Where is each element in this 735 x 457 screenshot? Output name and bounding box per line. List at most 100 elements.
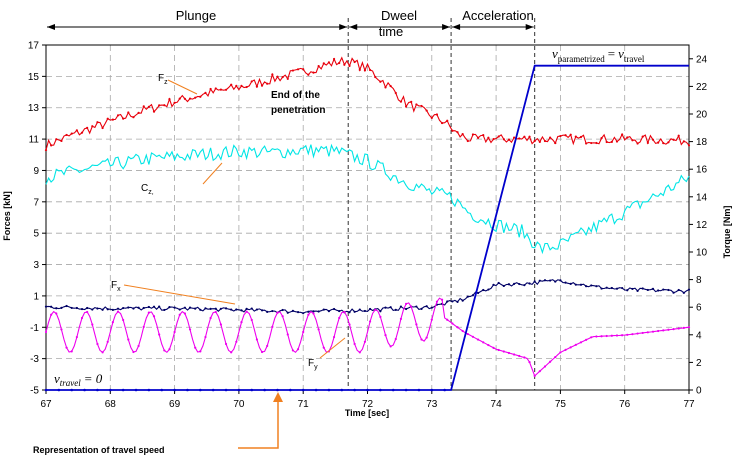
y-tick-label-left: -5 bbox=[30, 386, 39, 397]
series-point-fy bbox=[173, 330, 176, 334]
series-point-fy bbox=[466, 332, 469, 336]
series-point-v bbox=[211, 388, 215, 392]
series-point-fz bbox=[585, 142, 588, 145]
series-point-fy bbox=[348, 323, 351, 326]
series-point-fz bbox=[564, 134, 567, 137]
series-point-fz bbox=[307, 73, 310, 76]
series-point-fx bbox=[199, 308, 202, 311]
series-point-fy bbox=[513, 353, 516, 356]
series-point-v bbox=[83, 388, 86, 392]
series-point-fy bbox=[646, 331, 649, 334]
series-point-fy bbox=[471, 335, 475, 338]
series-point-fy bbox=[389, 345, 392, 348]
series-point-fz bbox=[50, 144, 53, 147]
series-point-fy bbox=[158, 333, 161, 336]
series-point-fy bbox=[451, 322, 454, 325]
series-point-fy bbox=[224, 342, 228, 346]
series-point-fx bbox=[667, 288, 670, 292]
y-tick-label-left: -1 bbox=[30, 323, 39, 334]
series-point-fx bbox=[518, 282, 521, 286]
x-axis-label: Time [sec] bbox=[345, 408, 389, 418]
series-point-fz bbox=[291, 69, 295, 72]
series-point-fy bbox=[585, 338, 588, 341]
series-point-fx bbox=[260, 309, 264, 312]
y-tick-label-right: 16 bbox=[696, 165, 708, 176]
series-point-fx bbox=[173, 306, 176, 309]
series-point-v bbox=[340, 388, 344, 392]
series-point-fy bbox=[44, 330, 48, 334]
phase-label-plunge: Plunge bbox=[176, 8, 216, 23]
y-tick-label-right: 14 bbox=[696, 192, 708, 203]
series-point-fy bbox=[260, 350, 264, 354]
series-point-fy bbox=[667, 328, 670, 331]
series-point-fy bbox=[55, 312, 58, 315]
series-point-fy bbox=[194, 346, 197, 349]
series-point-fx bbox=[168, 306, 171, 309]
series-point-fy bbox=[204, 335, 207, 339]
series-point-fx bbox=[183, 306, 186, 309]
series-point-fy bbox=[152, 315, 156, 318]
series-point-fx bbox=[559, 279, 562, 282]
annotation-fz-pointer bbox=[167, 79, 198, 95]
series-point-fz bbox=[178, 97, 181, 100]
annotation-fz: Fz bbox=[158, 73, 168, 86]
series-point-fx bbox=[554, 280, 557, 283]
series-point-fz bbox=[482, 134, 485, 137]
series-point-fz bbox=[682, 140, 685, 143]
series-point-fy bbox=[677, 327, 680, 330]
series-point-fz bbox=[569, 133, 572, 136]
series-point-fy bbox=[111, 321, 114, 324]
series-point-fy bbox=[307, 313, 310, 316]
series-point-fz bbox=[194, 96, 197, 99]
series-point-fy bbox=[569, 346, 572, 349]
series-point-fx bbox=[209, 307, 212, 311]
series-point-fy bbox=[302, 330, 305, 334]
phase-label-acceleration: Acceleration bbox=[462, 8, 534, 23]
series-point-fz bbox=[549, 136, 552, 139]
series-point-fx bbox=[626, 289, 629, 292]
series-point-fz bbox=[245, 85, 248, 89]
series-point-fy bbox=[579, 341, 583, 344]
series-point-v bbox=[443, 388, 446, 392]
series-point-fx bbox=[466, 295, 469, 298]
series-point-fx bbox=[564, 281, 567, 284]
series-point-fz bbox=[44, 148, 48, 152]
series-point-fy bbox=[296, 348, 300, 351]
series-point-fz bbox=[271, 73, 274, 76]
y-axis-label-right: Torque [Nm] bbox=[722, 206, 732, 259]
series-point-fz bbox=[327, 61, 331, 64]
series-point-fx bbox=[137, 306, 140, 309]
series-point-fy bbox=[271, 325, 274, 329]
series-point-fy bbox=[446, 318, 449, 321]
series-point-fy bbox=[533, 374, 536, 377]
series-point-fy bbox=[538, 370, 541, 373]
series-point-v bbox=[134, 388, 138, 392]
series-point-fx bbox=[399, 305, 403, 308]
series-point-fy bbox=[672, 328, 675, 331]
series-point-fx bbox=[219, 307, 222, 310]
series-point-fz bbox=[55, 138, 58, 141]
series-point-fy bbox=[230, 351, 233, 354]
series-point-fz bbox=[461, 133, 464, 136]
series-point-fx bbox=[122, 306, 125, 310]
series-point-fy bbox=[332, 335, 336, 339]
series-point-fy bbox=[338, 316, 341, 320]
series-group bbox=[44, 56, 691, 392]
series-point-fz bbox=[374, 75, 377, 79]
y-tick-label-right: 4 bbox=[696, 330, 702, 341]
series-point-fy bbox=[497, 348, 500, 352]
series-point-fz bbox=[343, 63, 346, 66]
phase-lines bbox=[347, 18, 536, 390]
series-point-fx bbox=[615, 287, 619, 290]
annotation-cz-pointer bbox=[202, 162, 223, 185]
y-tick-label-right: 24 bbox=[696, 54, 708, 65]
series-point-fz bbox=[266, 82, 269, 85]
series-point-fy bbox=[456, 326, 459, 329]
series-point-v bbox=[70, 388, 74, 392]
series-point-fy bbox=[543, 365, 547, 368]
series-point-fy bbox=[374, 308, 377, 311]
x-tick-label: 75 bbox=[555, 399, 567, 410]
series-point-fy bbox=[353, 342, 356, 346]
y-tick-label-right: 18 bbox=[696, 137, 708, 148]
series-point-fz bbox=[260, 84, 264, 87]
